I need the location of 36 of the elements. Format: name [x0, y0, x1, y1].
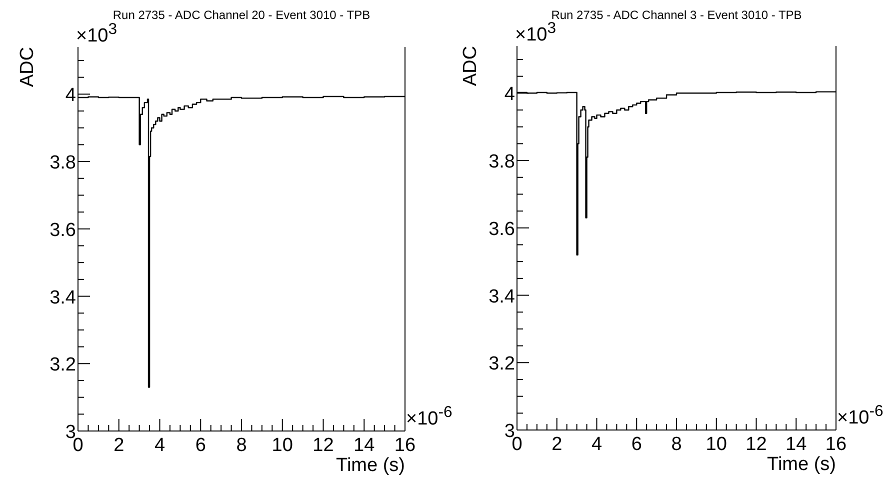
y-tick-label: 3.6	[50, 220, 76, 241]
y-axis-title: ADC	[17, 46, 39, 87]
chart-title: Run 2735 - ADC Channel 20 - Event 3010 - TPB	[112, 8, 372, 22]
x-tick-label: 12	[312, 435, 334, 456]
chart-title: Run 2735 - ADC Channel 3 - Event 3010 - TPB	[550, 8, 803, 22]
text: ×10$^{3}$	[76, 21, 118, 48]
y-tick-label: 3.2	[488, 354, 515, 375]
x-tick-label: 14	[786, 434, 808, 455]
x-tick-label: 14	[354, 435, 376, 456]
x-tick-label: 2	[552, 434, 562, 455]
x-tick-label: 10	[272, 435, 293, 456]
text: ×10$^{-6}$	[837, 403, 884, 430]
x-tick-label: 8	[671, 434, 682, 455]
x-tick-label: 4	[154, 435, 166, 456]
text: ×10$^{3}$	[515, 20, 556, 46]
y-tick-label: 3.6	[488, 218, 515, 240]
x-tick-label: 10	[706, 434, 727, 455]
y-tick-label: 4	[504, 84, 516, 106]
y-tick-label: 3.4	[488, 286, 516, 308]
x-tick-label: 6	[195, 435, 206, 456]
x-tick-label: 2	[114, 435, 124, 456]
y-tick-label: 3.4	[50, 287, 76, 308]
x-tick-label: 4	[591, 434, 602, 455]
x-tick-label: 16	[394, 435, 416, 456]
y-tick-label: 3.8	[50, 152, 76, 174]
x-tick-label: 8	[236, 435, 247, 456]
y-tick-label: 3.8	[488, 152, 515, 173]
x-tick-label: 16	[825, 434, 847, 455]
y-tick-label: 3.2	[50, 354, 76, 376]
x-axis-title: Time (s)	[767, 454, 836, 476]
y-axis-title: ADC	[460, 46, 482, 86]
x-tick-label: 6	[631, 434, 642, 455]
x-tick-label: 12	[746, 434, 767, 455]
text: ×10$^{-6}$	[406, 404, 452, 430]
x-axis-title: Time (s)	[336, 455, 405, 477]
y-tick-label: 4	[65, 85, 76, 106]
